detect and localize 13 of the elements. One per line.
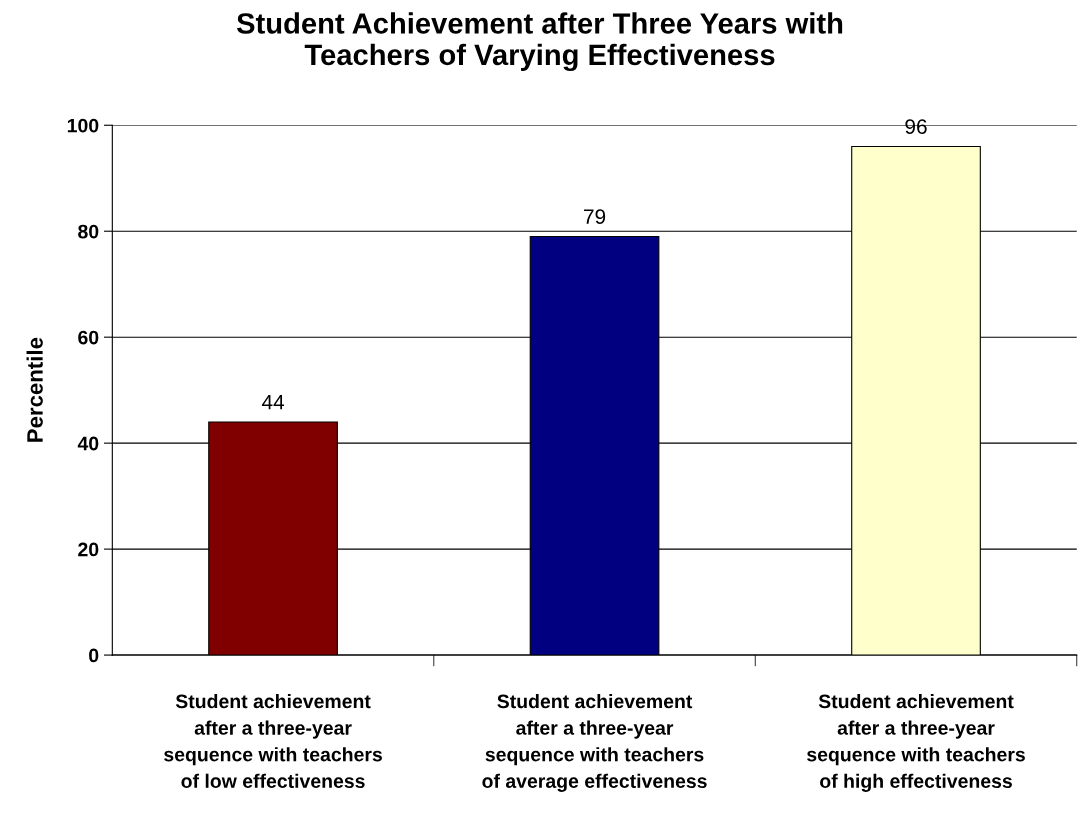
chart-title: Student Achievement after Three Years with Teachers of Varying Effectiveness bbox=[236, 12, 843, 72]
y-tick-label: 20 bbox=[78, 542, 99, 557]
y-tick-label: 0 bbox=[89, 648, 99, 663]
x-tick-label: Student achievement after a three-year sequence with teachers of average effectiveness bbox=[482, 693, 707, 792]
x-tick-label: Student achievement after a three-year sequence with teachers of low effectiveness bbox=[164, 693, 382, 788]
y-tick-label: 80 bbox=[78, 224, 99, 239]
y-tick-label: 100 bbox=[67, 118, 99, 133]
y-tick-label: 60 bbox=[78, 330, 99, 345]
y-tick-label: 40 bbox=[77, 436, 99, 451]
x-tick-label: Student achievement after a three-year sequence with teachers of high effectiveness bbox=[807, 693, 1025, 792]
data-label: 44 bbox=[261, 394, 285, 410]
data-label: 79 bbox=[584, 209, 606, 225]
y-axis-title: Percentile bbox=[26, 337, 43, 442]
